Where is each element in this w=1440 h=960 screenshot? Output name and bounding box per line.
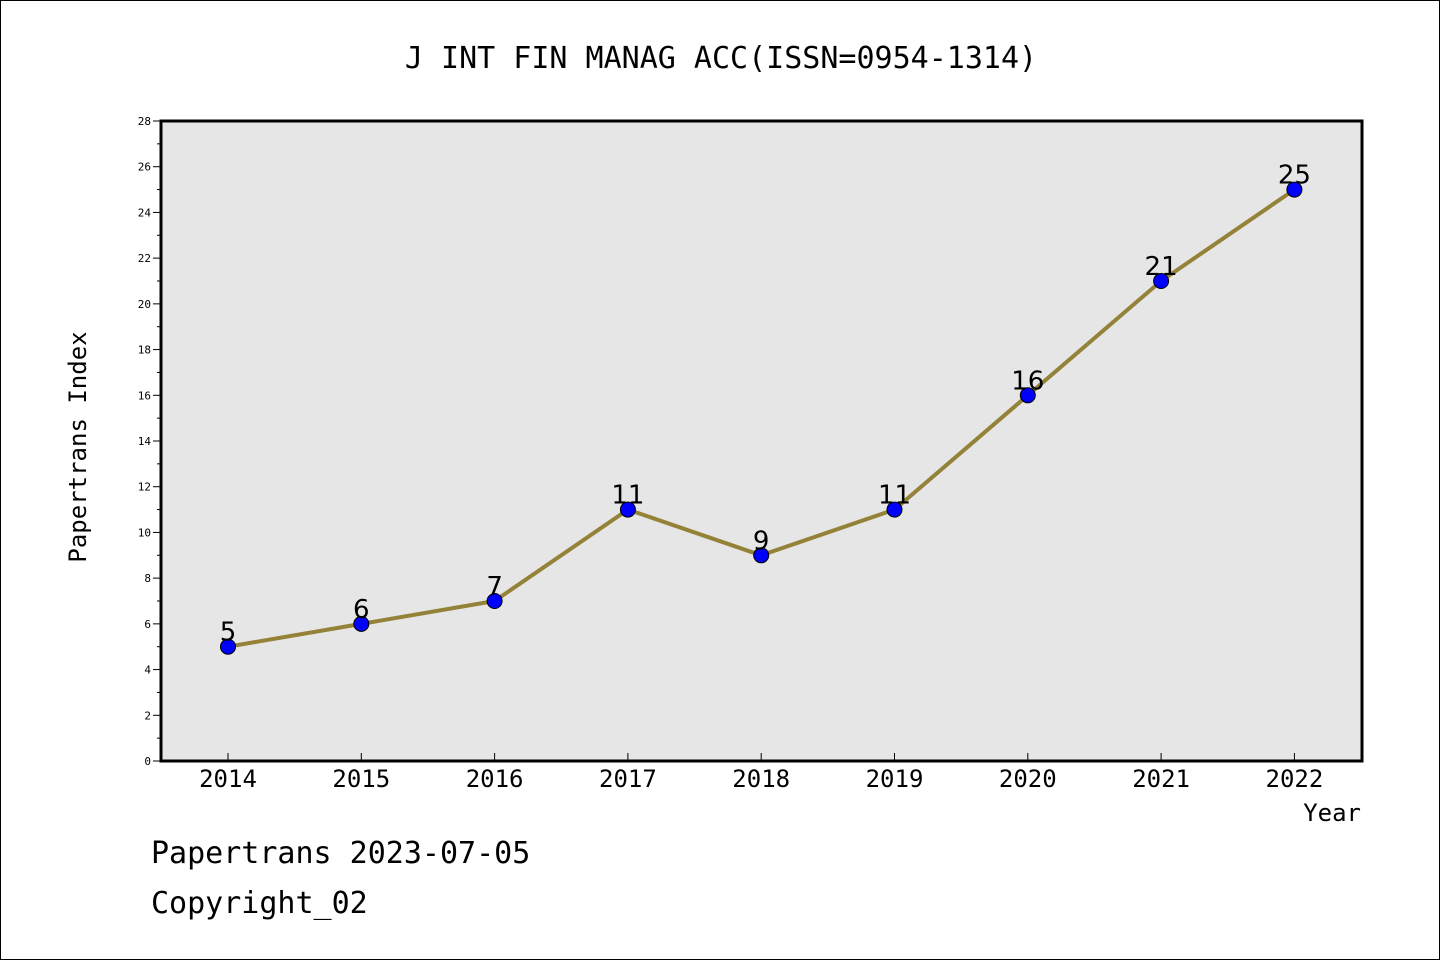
y-tick-label: 8: [144, 572, 151, 585]
x-axis: 2014 2015 2016 2017 2018 2019 2020 2021 2022: [199, 753, 1323, 793]
y-tick-label: 16: [138, 389, 151, 402]
data-label: 9: [753, 526, 770, 556]
footer-date: Papertrans 2023-07-05: [151, 836, 531, 871]
y-tick-label: 22: [138, 252, 151, 265]
y-tick-label: 20: [138, 298, 151, 311]
data-label: 11: [611, 481, 644, 511]
x-tick-label: 2016: [466, 765, 524, 793]
y-tick-label: 18: [138, 344, 151, 357]
data-point: [1019, 387, 1036, 404]
data-label: 7: [486, 572, 503, 602]
data-label: 5: [220, 618, 237, 648]
chart-title: J INT FIN MANAG ACC(ISSN=0954-1314): [405, 41, 1037, 76]
plot-area: [159, 119, 1364, 763]
y-tick-label: 0: [144, 755, 151, 768]
y-tick-label: 10: [138, 526, 151, 539]
y-tick-label: 2: [144, 709, 151, 722]
y-tick-label: 4: [144, 664, 151, 677]
y-tick-label: 12: [138, 481, 151, 494]
data-label: 21: [1145, 252, 1178, 282]
y-axis-label: Papertrans Index: [64, 331, 92, 562]
x-tick-label: 2019: [866, 765, 924, 793]
y-tick-label: 14: [138, 435, 152, 448]
data-point: [753, 547, 770, 564]
data-point: [220, 638, 236, 655]
data-label: 11: [878, 481, 911, 511]
x-tick-label: 2015: [332, 765, 390, 793]
footer-copyright: Copyright_02: [151, 886, 368, 921]
y-tick-label: 6: [144, 618, 151, 631]
data-point: [886, 501, 903, 518]
x-tick-label: 2014: [199, 765, 257, 793]
x-tick-label: 2020: [999, 765, 1057, 793]
data-point: [486, 593, 503, 609]
x-axis-label: Year: [1303, 799, 1361, 827]
y-tick-label: 28: [138, 115, 151, 128]
data-point: [353, 615, 370, 632]
data-label: 6: [353, 595, 370, 625]
series-layer: 5 6 7 11 9 11 16 21 25: [220, 161, 1311, 655]
data-point: [619, 501, 636, 518]
data-point: [1153, 273, 1170, 289]
x-tick-label: 2021: [1132, 765, 1190, 793]
data-point: [1286, 181, 1303, 198]
y-tick-label: 26: [138, 161, 151, 174]
x-tick-label: 2017: [599, 765, 657, 793]
x-tick-label: 2018: [732, 765, 790, 793]
data-label: 25: [1278, 161, 1311, 191]
x-tick-label: 2022: [1266, 765, 1324, 793]
data-label: 16: [1011, 366, 1044, 396]
y-tick-label: 24: [138, 206, 152, 219]
